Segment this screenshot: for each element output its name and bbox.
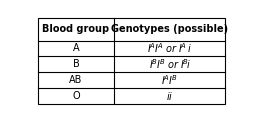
- Text: $\mathit{I}^{\!A}\mathit{I}^{\!B}$: $\mathit{I}^{\!A}\mathit{I}^{\!B}$: [161, 73, 178, 87]
- Text: B: B: [73, 59, 79, 69]
- Text: Blood group: Blood group: [42, 24, 109, 34]
- Text: O: O: [72, 91, 80, 101]
- Text: A: A: [73, 43, 79, 53]
- Text: Genotypes (possible): Genotypes (possible): [111, 24, 228, 34]
- Text: $ii$: $ii$: [166, 90, 173, 102]
- Text: $\mathit{I}^{\!A}\mathit{I}^{\!A}$ or $\mathit{I}^{\!A}\,i$: $\mathit{I}^{\!A}\mathit{I}^{\!A}$ or $\…: [147, 42, 192, 55]
- Text: $\mathit{I}^{\!B}\mathit{I}^{\!B}$ or $\mathit{I}^{\!B}\!i$: $\mathit{I}^{\!B}\mathit{I}^{\!B}$ or $\…: [149, 57, 190, 71]
- Text: AB: AB: [69, 75, 83, 85]
